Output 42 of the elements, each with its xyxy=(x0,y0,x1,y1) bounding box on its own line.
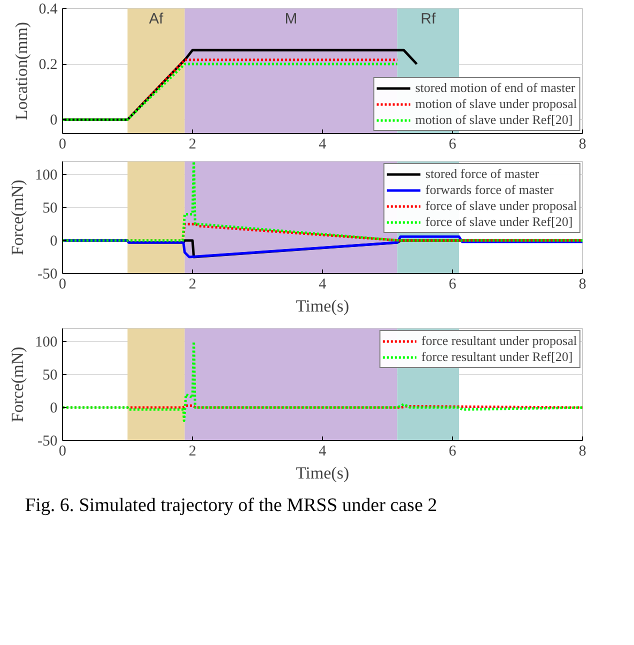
x-tick-label: 8 xyxy=(578,276,586,292)
legend-label: motion of slave under Ref[20] xyxy=(415,112,573,128)
y-tick-label: 50 xyxy=(42,200,58,217)
x-tick-label: 2 xyxy=(188,444,196,460)
legend-label: force resultant under proposal xyxy=(421,333,577,349)
band-label: M xyxy=(284,10,298,28)
legend-label: motion of slave under proposal xyxy=(415,96,577,112)
legend-label: force resultant under Ref[20] xyxy=(421,349,573,365)
x-tick-label: 6 xyxy=(448,276,457,292)
x-tick-label: 4 xyxy=(318,276,327,292)
y-tick-label: 0 xyxy=(50,234,58,250)
band-label: Rf xyxy=(420,10,436,28)
y-tick-label: -50 xyxy=(38,266,58,282)
x-tick-label: 6 xyxy=(448,136,457,152)
x-tick-label: 2 xyxy=(188,276,196,292)
x-tick-label: 2 xyxy=(188,136,196,152)
x-tick-label: 6 xyxy=(448,444,457,460)
x-tick-label: 4 xyxy=(318,136,327,152)
y-tick-label: 100 xyxy=(35,334,58,351)
y-tick-label: 50 xyxy=(42,368,58,384)
x-axis-title: Time(s) xyxy=(296,464,350,482)
x-tick-label: 8 xyxy=(578,444,586,460)
legend-label: stored force of master xyxy=(425,166,540,182)
caption: Fig. 6. Simulated trajectory of the MRSS under case 2 xyxy=(24,494,438,518)
legend-label: force of slave under proposal xyxy=(425,198,577,214)
y-axis-title: Force(mN) xyxy=(8,346,27,422)
legend-label: forwards force of master xyxy=(425,182,554,198)
y-axis-title: Location(mm) xyxy=(12,22,31,120)
y-tick-label: 0 xyxy=(50,112,58,129)
legend-label: stored motion of end of master xyxy=(415,80,576,96)
legend-label: force of slave under Ref[20] xyxy=(425,214,573,230)
y-tick-label: 100 xyxy=(35,168,58,184)
y-tick-label: -50 xyxy=(38,434,58,450)
y-axis-title: Force(mN) xyxy=(8,180,27,256)
band-label: Af xyxy=(149,10,164,28)
y-tick-label: 0 xyxy=(50,400,58,417)
x-tick-label: 4 xyxy=(318,444,327,460)
x-axis-title: Time(s) xyxy=(296,296,350,316)
y-tick-label: 0.2 xyxy=(38,57,58,74)
y-tick-label: 0.4 xyxy=(38,2,58,18)
x-tick-label: 8 xyxy=(578,136,586,152)
line-series xyxy=(62,162,582,242)
